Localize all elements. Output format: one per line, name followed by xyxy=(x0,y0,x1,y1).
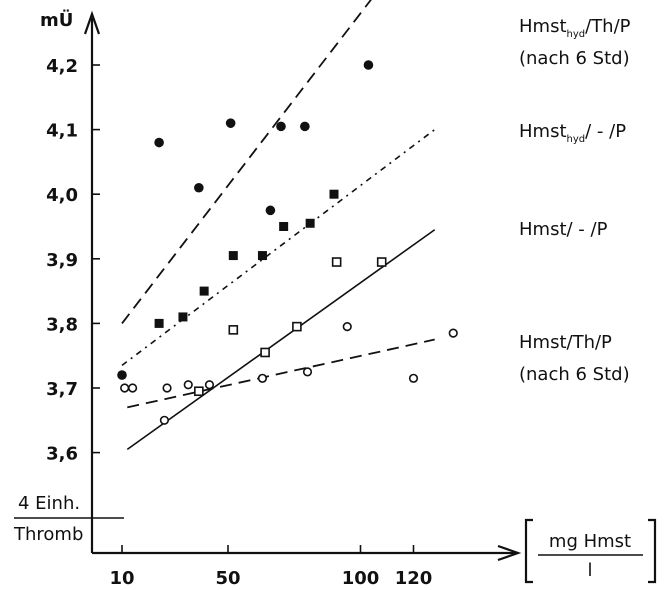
point-series-1 xyxy=(194,182,204,193)
y-tick-label: 3,9 xyxy=(46,250,78,271)
point-series-3 xyxy=(194,386,204,397)
point-series-1 xyxy=(300,121,310,132)
point-series-3 xyxy=(228,325,239,335)
point-series-1 xyxy=(154,137,164,148)
x-axis-arrow xyxy=(497,544,522,562)
series-label-1: Hmsthyd/Th/P xyxy=(519,16,631,40)
x-tick-label: 120 xyxy=(395,568,433,589)
point-series-4 xyxy=(183,380,193,390)
point-series-2 xyxy=(329,189,339,199)
point-series-3 xyxy=(260,347,270,358)
point-series-1 xyxy=(276,121,286,132)
fit-line-series-4 xyxy=(127,338,435,409)
point-series-1 xyxy=(363,60,374,70)
point-series-4 xyxy=(159,415,169,425)
point-series-4 xyxy=(120,383,130,393)
point-series-4 xyxy=(204,380,215,390)
fit-line-series-1 xyxy=(121,0,372,324)
scale-note-top: 4 Einh. xyxy=(18,493,80,514)
point-series-2 xyxy=(257,251,267,261)
axes: mÜ 4 Einh. Thromb mg Hmst l xyxy=(13,9,657,584)
point-series-4 xyxy=(408,373,419,383)
fit-lines xyxy=(121,0,436,451)
point-series-3 xyxy=(376,257,387,267)
x-axis-label-numerator: mg Hmst xyxy=(549,531,631,552)
x-tick-label: 100 xyxy=(342,568,380,589)
y-axis-label: mÜ xyxy=(40,9,73,31)
y-tick-label: 4,2 xyxy=(46,56,78,77)
point-series-3 xyxy=(331,257,342,267)
point-series-2 xyxy=(228,251,238,261)
x-axis-label-denominator: l xyxy=(587,560,592,581)
series-label-4-line2: (nach 6 Std) xyxy=(519,364,630,385)
series-label-2: Hmsthyd/ - /P xyxy=(519,121,626,145)
series-label-1-line2: (nach 6 Std) xyxy=(519,48,630,69)
point-series-4 xyxy=(448,328,458,338)
y-tick-label: 4,1 xyxy=(46,121,78,142)
series-label-4: Hmst/Th/P xyxy=(519,332,612,353)
point-series-2 xyxy=(154,318,164,328)
point-series-1 xyxy=(117,370,127,380)
point-series-4 xyxy=(302,367,313,377)
point-series-3 xyxy=(292,321,302,332)
fit-line-series-3 xyxy=(126,229,436,451)
point-series-2 xyxy=(178,312,188,322)
scale-note-bottom: Thromb xyxy=(13,524,83,545)
point-series-2 xyxy=(199,286,209,296)
point-series-4 xyxy=(162,383,172,393)
x-label-bracket-left xyxy=(524,518,533,584)
y-tick-label: 3,8 xyxy=(46,314,78,335)
point-series-4 xyxy=(128,383,138,393)
x-tick-label: 50 xyxy=(215,568,240,589)
y-tick-label: 4,0 xyxy=(46,185,78,206)
x-label-bracket-right xyxy=(648,518,657,584)
y-tick-label: 3,6 xyxy=(46,444,78,465)
x-tick-label: 10 xyxy=(109,568,134,589)
y-axis-arrow xyxy=(83,10,101,35)
ticks: 3,6 3,7 3,8 3,9 4,0 4,1 4,2 10 50 100 120 xyxy=(46,56,432,589)
fit-line-series-2 xyxy=(121,128,436,367)
series-label-3: Hmst/ - /P xyxy=(519,219,608,240)
point-series-4 xyxy=(342,322,352,332)
point-series-1 xyxy=(225,118,236,128)
y-tick-label: 3,7 xyxy=(46,379,78,400)
series-labels: Hmsthyd/Th/P (nach 6 Std) Hmsthyd/ - /P Hms… xyxy=(519,16,631,385)
point-series-2 xyxy=(279,222,289,231)
point-series-4 xyxy=(257,373,268,383)
data-points xyxy=(117,60,458,425)
point-series-1 xyxy=(265,205,276,216)
point-series-2 xyxy=(305,218,315,228)
